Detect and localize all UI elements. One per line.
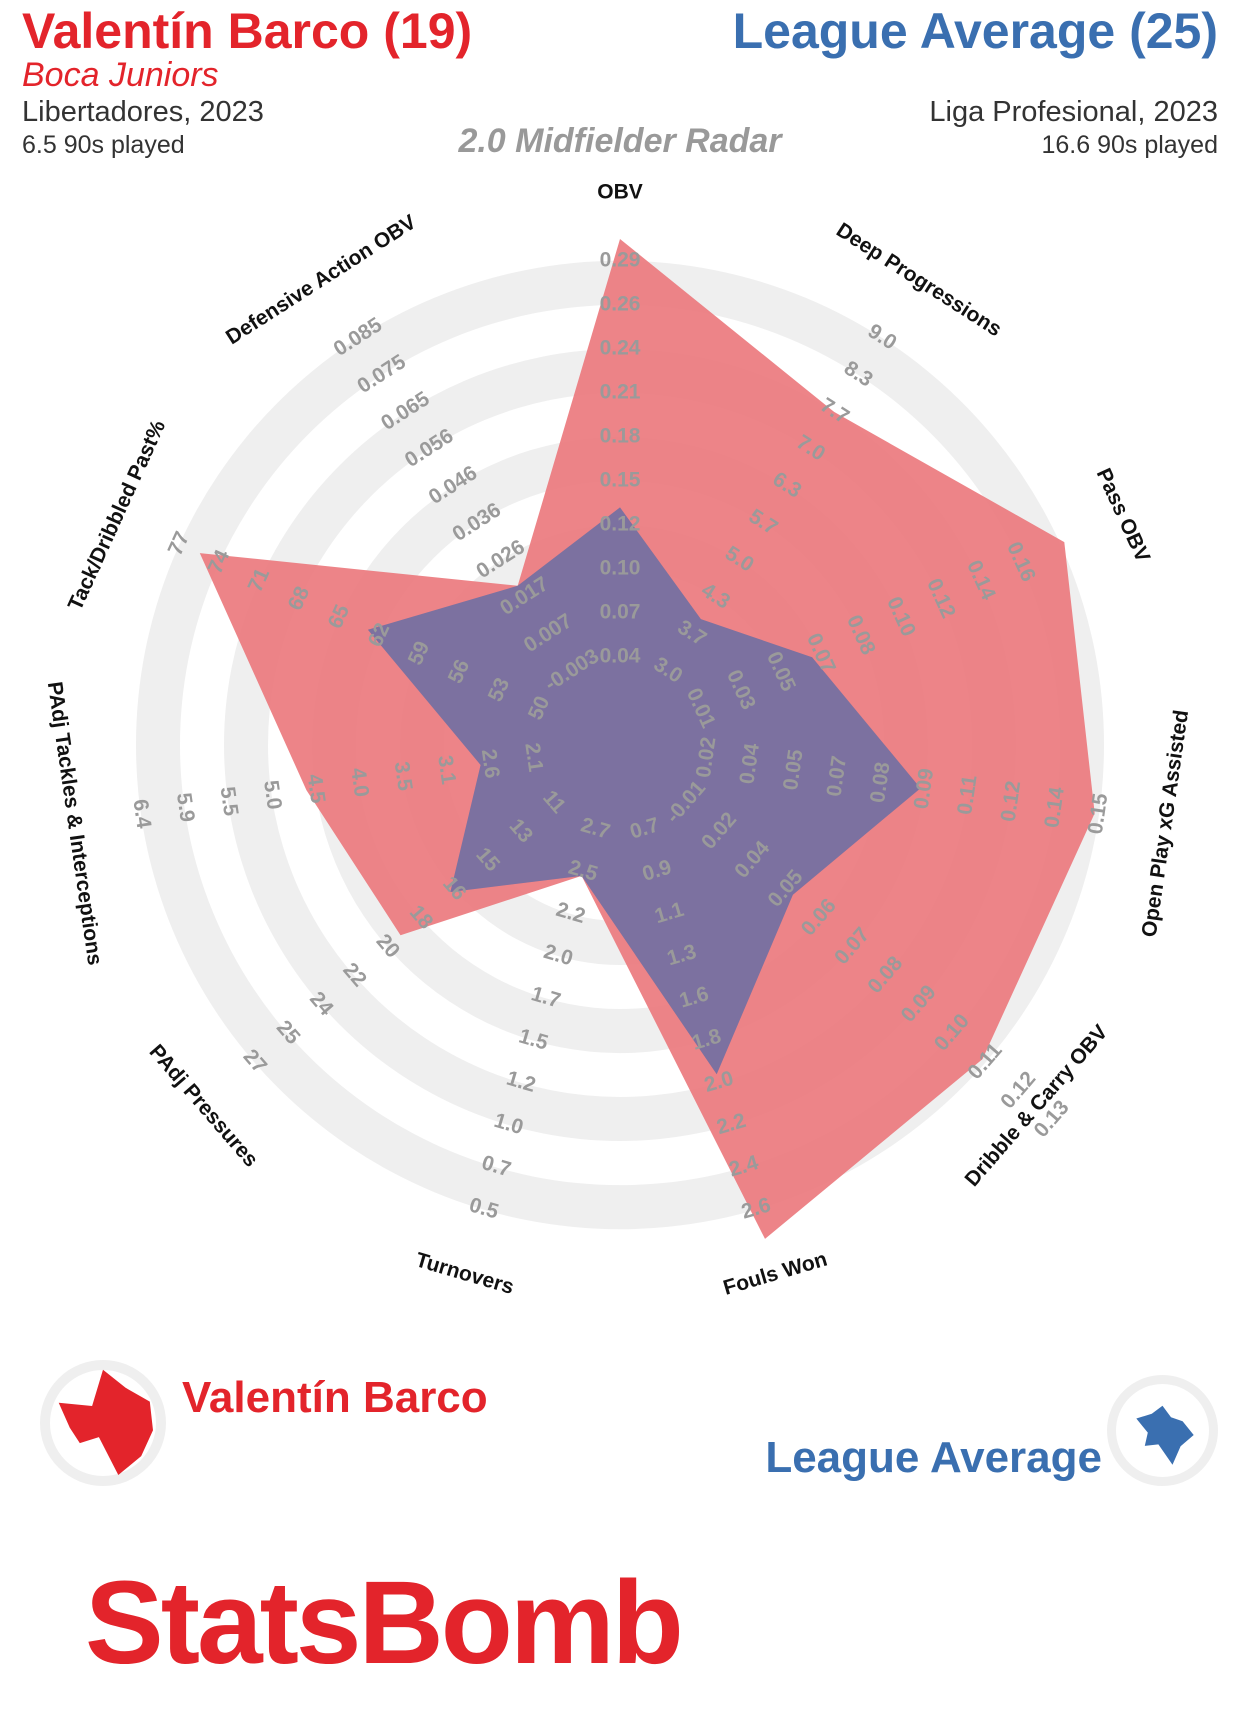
radar-title: 2.0 Midfielder Radar xyxy=(458,122,782,160)
tick-label: 0.24 xyxy=(600,337,641,360)
axis-label: PAdj Tackles & Interceptions xyxy=(43,680,107,967)
average-competition: Liga Profesional, 2023 xyxy=(929,96,1218,128)
tick-label: 0.07 xyxy=(600,601,641,624)
tick-label: 2.1 xyxy=(520,741,547,773)
player-minutes: 6.5 90s played xyxy=(22,131,185,159)
tick-label: 0.12 xyxy=(600,513,641,536)
player-legend-icon xyxy=(40,1360,166,1486)
tick-label: 0.18 xyxy=(600,425,641,448)
tick-label: 2.6 xyxy=(477,748,504,780)
axis-label: OBV xyxy=(597,181,643,204)
tick-label: 0.10 xyxy=(600,557,641,580)
tick-label: 0.15 xyxy=(1084,792,1113,836)
radar-chart: 0.04 0.07 0.10 0.12 0.15 0.18 0.21 0.24 0.26 0.29… xyxy=(43,181,1193,1300)
average-legend-icon xyxy=(1107,1375,1218,1486)
tick-label: 4.0 xyxy=(346,766,373,798)
player-team: Boca Juniors xyxy=(22,56,219,94)
player-series xyxy=(199,239,1095,1239)
average-legend-label: League Average xyxy=(765,1433,1102,1482)
tick-label: 0.29 xyxy=(600,249,641,272)
tick-label: 3.5 xyxy=(390,760,417,792)
axis-label: Turnovers xyxy=(413,1248,517,1299)
axis-label: Pass OBV xyxy=(1092,465,1155,566)
player-name: Valentín Barco (19) xyxy=(22,3,473,59)
axis-label: Tack/Dribbled Past% xyxy=(64,416,171,613)
axis-label: Fouls Won xyxy=(721,1248,830,1300)
tick-label: 5.0 xyxy=(259,779,286,811)
player-legend-label: Valentín Barco xyxy=(182,1373,488,1422)
tick-label: 0.15 xyxy=(600,469,641,492)
player-competition: Libertadores, 2023 xyxy=(22,96,264,128)
average-minutes: 16.6 90s played xyxy=(1041,131,1218,159)
axis-label: Deep Progressions xyxy=(832,218,1005,341)
tick-label: 6.4 xyxy=(128,798,155,830)
tick-label: 0.11 xyxy=(953,773,981,816)
tick-label: 0.26 xyxy=(600,293,641,316)
statsbomb-logo: StatsBomb xyxy=(85,1557,684,1689)
average-overlap-polygon xyxy=(367,507,921,1075)
axis-label: Open Play xG Assisted xyxy=(1138,708,1193,938)
average-name: League Average (25) xyxy=(732,3,1218,59)
tick-label: 5.5 xyxy=(216,785,243,817)
tick-label: 0.21 xyxy=(600,381,641,404)
tick-label: 5.9 xyxy=(172,791,199,823)
tick-label: 0.04 xyxy=(600,645,641,668)
tick-label: 4.5 xyxy=(303,773,330,805)
tick-label: 3.1 xyxy=(433,754,460,786)
